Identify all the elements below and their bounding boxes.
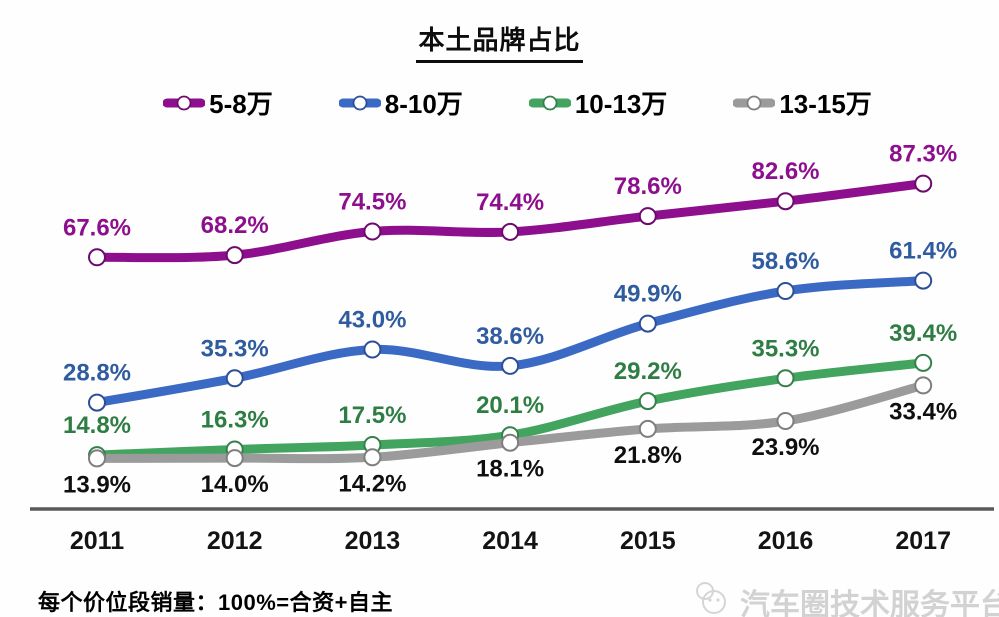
value-label: 21.8%	[614, 442, 682, 469]
data-point-marker	[776, 192, 795, 211]
value-label: 23.9%	[751, 434, 819, 461]
legend-label: 5-8万	[209, 89, 273, 119]
value-label: 58.6%	[751, 248, 819, 275]
value-label: 43.0%	[338, 307, 406, 334]
data-point-marker	[776, 369, 795, 388]
data-point-marker	[501, 433, 520, 452]
value-label: 74.4%	[476, 189, 544, 216]
x-axis-label: 2017	[895, 527, 951, 555]
value-label: 78.6%	[614, 173, 682, 200]
data-point-marker	[88, 248, 106, 267]
data-point-marker	[225, 246, 244, 265]
watermark: 汽车圈技术服务平台	[692, 580, 999, 617]
value-label: 13.9%	[63, 471, 131, 498]
data-point-marker	[501, 222, 520, 241]
legend-marker-icon	[528, 95, 571, 110]
value-label: 29.2%	[614, 358, 682, 385]
data-point-marker	[914, 174, 933, 193]
legend-marker-icon	[733, 95, 776, 110]
data-point-marker	[363, 340, 382, 359]
value-label: 35.3%	[751, 335, 819, 362]
legend-item-5-8万: 5-8万	[163, 84, 273, 121]
value-label: 28.8%	[63, 360, 131, 387]
data-point-marker	[638, 419, 657, 438]
data-point-marker	[501, 356, 520, 375]
value-label: 39.4%	[889, 320, 957, 347]
value-label: 67.6%	[63, 214, 131, 241]
value-label: 14.0%	[201, 471, 269, 498]
data-point-marker	[914, 376, 933, 395]
chart-title-wrap: 本土品牌占比	[0, 20, 999, 63]
legend-label: 10-13万	[574, 89, 668, 119]
data-point-marker	[914, 353, 933, 372]
value-label: 49.9%	[614, 281, 682, 308]
value-label: 82.6%	[751, 158, 819, 185]
data-point-marker	[638, 314, 657, 333]
value-label: 35.3%	[201, 335, 269, 362]
value-label: 38.6%	[476, 323, 544, 350]
value-label: 61.4%	[889, 238, 957, 265]
legend-marker-icon	[163, 95, 206, 110]
legend: 5-8万 8-10万 10-13万 13-15万	[18, 84, 999, 121]
data-point-marker	[914, 271, 933, 290]
value-label: 18.1%	[476, 456, 544, 483]
legend-item-13-15万: 13-15万	[733, 84, 872, 121]
value-label: 68.2%	[201, 212, 269, 239]
footnote: 每个价位段销量：100%=合资+自主	[38, 590, 393, 615]
chart-title: 本土品牌占比	[416, 20, 583, 63]
x-axis-label: 2011	[70, 527, 124, 555]
legend-item-8-10万: 8-10万	[338, 84, 463, 121]
data-point-marker	[363, 448, 382, 467]
data-point-marker	[88, 393, 106, 412]
watermark-logo-icon	[692, 581, 730, 617]
legend-label: 8-10万	[384, 89, 463, 119]
watermark-text: 汽车圈技术服务平台	[740, 589, 999, 617]
data-point-marker	[638, 207, 657, 226]
x-axis-label: 2012	[207, 527, 263, 555]
value-label: 17.5%	[338, 402, 406, 429]
value-label: 74.5%	[338, 189, 406, 216]
value-label: 14.2%	[338, 470, 406, 497]
legend-item-10-13万: 10-13万	[528, 84, 668, 121]
data-point-marker	[363, 222, 382, 241]
data-point-marker	[225, 369, 244, 388]
data-point-marker	[638, 392, 657, 411]
data-point-marker	[225, 449, 244, 468]
data-point-marker	[88, 449, 106, 468]
x-axis-label: 2015	[620, 527, 676, 555]
data-point-marker	[776, 282, 795, 300]
value-label: 33.4%	[889, 398, 957, 425]
x-axis-label: 2016	[758, 527, 814, 555]
x-axis-label: 2014	[482, 527, 538, 555]
x-axis-label: 2013	[345, 527, 401, 555]
data-point-marker	[776, 412, 795, 430]
legend-marker-icon	[338, 95, 381, 110]
legend-label: 13-15万	[779, 89, 872, 119]
value-label: 87.3%	[889, 141, 957, 168]
value-label: 14.8%	[63, 412, 131, 439]
value-label: 20.1%	[476, 392, 544, 419]
value-label: 16.3%	[201, 407, 269, 434]
